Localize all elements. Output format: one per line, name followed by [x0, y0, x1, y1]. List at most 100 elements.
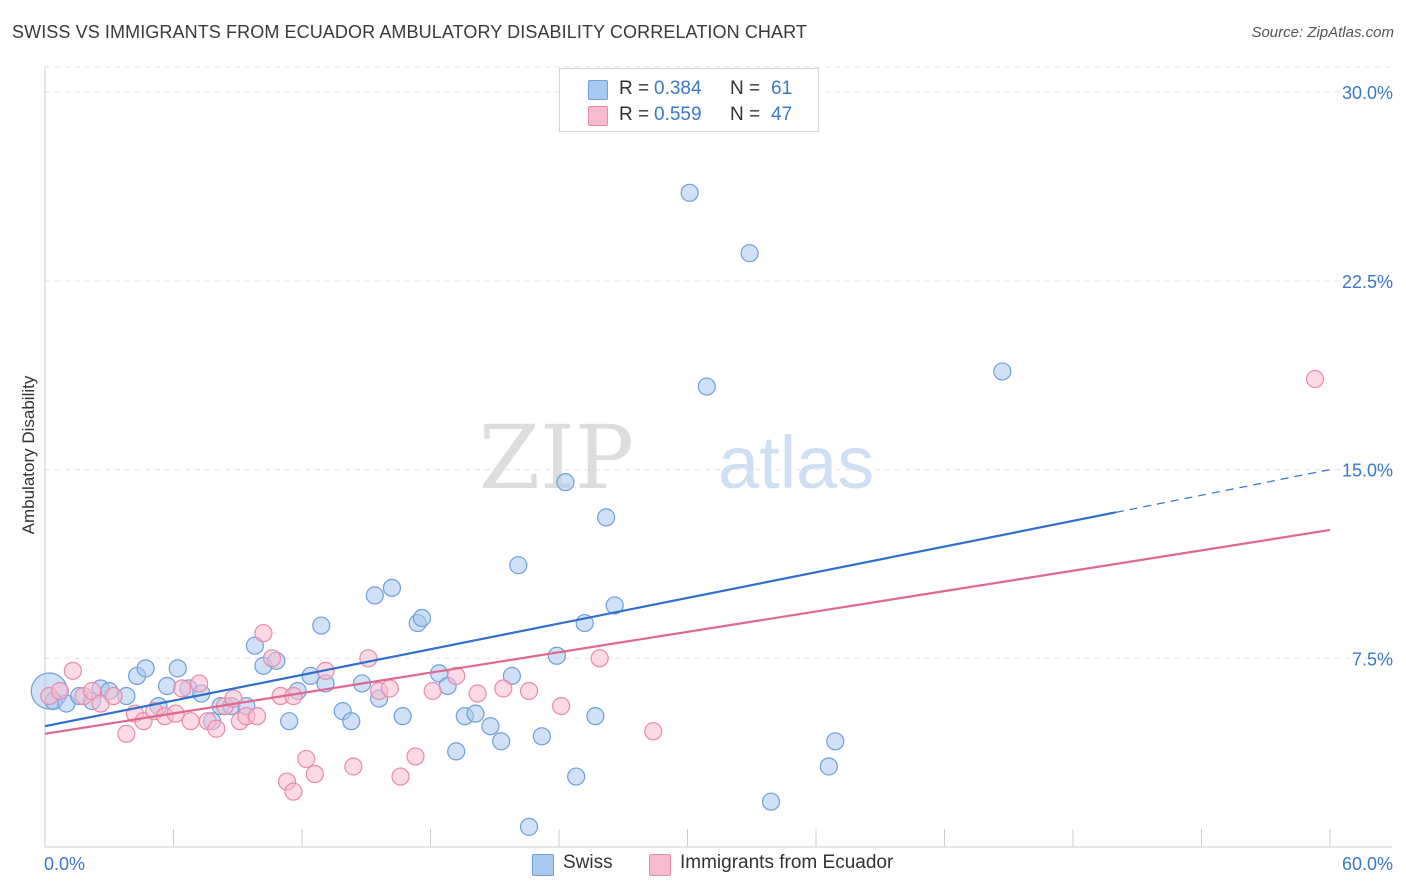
y-tick-label: 22.5% [1342, 272, 1393, 292]
swiss-point [761, 792, 781, 811]
ecuador-point [468, 684, 487, 703]
ecuador-point [104, 686, 123, 706]
trendline-swiss [44, 511, 1117, 728]
legend-n-swiss: 61 [771, 78, 793, 99]
swiss-point [393, 707, 412, 726]
legend-row-swiss: R = 0.384 N = 61 [588, 77, 808, 103]
watermark-zip: ZIP [479, 406, 634, 509]
swiss-point [502, 666, 521, 686]
ecuador-point [117, 724, 136, 743]
legend-n-label: N = [730, 104, 761, 125]
x-axis-ticks [44, 829, 1331, 847]
ecuador-point [447, 666, 466, 686]
watermark: ZIP atlas [479, 406, 874, 509]
y-tick-label: 7.5% [1352, 649, 1393, 669]
watermark-atlas: atlas [718, 421, 874, 504]
swiss-point [586, 707, 605, 726]
y-tick-label: 15.0% [1342, 461, 1393, 481]
swiss-point [312, 616, 331, 635]
legend-n-ecuador: 47 [771, 104, 793, 125]
ecuador-point [1305, 369, 1325, 389]
bottom-legend-label-ecuador: Immigrants from Ecuador [680, 852, 894, 873]
legend-swatch-swiss [588, 80, 608, 100]
y-axis-label: Ambulatory Disability [19, 375, 38, 535]
ecuador-point [344, 757, 363, 776]
swiss-point [509, 556, 528, 575]
y-axis-tick-labels: 7.5% 15.0% 22.5% 30.0% [1342, 83, 1393, 669]
ecuador-point [494, 679, 513, 698]
legend-swatch-ecuador [588, 106, 608, 126]
trendline-swiss-extension [1115, 468, 1331, 513]
swiss-point [447, 742, 466, 761]
trendline-ecuador [44, 528, 1331, 735]
x-tick-label-max: 60.0% [1342, 854, 1393, 874]
bottom-legend-swatch-swiss [532, 854, 554, 876]
swiss-point [365, 586, 384, 605]
ecuador-point [519, 681, 539, 701]
legend-r-swiss: 0.384 [654, 78, 702, 99]
ecuador-point [380, 679, 399, 698]
bottom-legend-label-swiss: Swiss [563, 852, 613, 873]
ecuador-point [83, 681, 102, 701]
ecuador-point [423, 681, 442, 701]
swiss-point [826, 732, 845, 751]
swiss-point [993, 362, 1012, 381]
swiss-point [481, 717, 500, 736]
swiss-point [819, 757, 838, 776]
bottom-legend-ecuador: Immigrants from Ecuador [649, 852, 919, 876]
ecuador-point [50, 681, 70, 701]
swiss-point [680, 183, 699, 202]
swiss-point [492, 732, 511, 751]
ecuador-point [207, 719, 226, 738]
ecuador-point [590, 649, 609, 668]
ecuador-point [190, 674, 209, 693]
ecuador-point [254, 624, 273, 643]
ecuador-point [406, 747, 425, 766]
ecuador-point [359, 649, 378, 668]
y-tick-label: 30.0% [1342, 83, 1393, 103]
swiss-point [547, 646, 566, 665]
source-credit: Source: ZipAtlas.com [1251, 24, 1394, 41]
swiss-point [466, 704, 485, 723]
series-swiss [30, 183, 1012, 836]
chart-title: SWISS VS IMMIGRANTS FROM ECUADOR AMBULAT… [12, 22, 807, 42]
legend-row-ecuador: R = 0.559 N = 47 [588, 103, 808, 129]
x-tick-label-min: 0.0% [44, 854, 85, 874]
ecuador-point [391, 767, 410, 786]
ecuador-point [181, 712, 200, 731]
swiss-point [412, 608, 432, 628]
swiss-point [605, 596, 624, 615]
ecuador-point [172, 679, 192, 698]
swiss-point [342, 712, 361, 731]
swiss-point [740, 244, 759, 263]
swiss-point [382, 578, 402, 597]
swiss-point [532, 727, 551, 746]
axes [44, 67, 1392, 848]
ecuador-point [644, 722, 663, 741]
swiss-point [168, 659, 187, 678]
ecuador-point [297, 749, 316, 769]
legend-r-ecuador: 0.559 [654, 104, 702, 125]
ecuador-point [305, 764, 324, 784]
ecuador-point [63, 661, 82, 680]
ecuador-point [284, 782, 303, 801]
correlation-legend: R = 0.384 N = 61 R = 0.559 N = 47 [559, 68, 819, 132]
swiss-point [597, 508, 616, 527]
legend-r-label: R = [619, 78, 650, 99]
ecuador-point [262, 649, 282, 668]
legend-r-label: R = [619, 104, 650, 125]
swiss-point [280, 712, 299, 731]
swiss-point [157, 676, 177, 696]
bottom-legend-swiss: Swiss [532, 852, 632, 876]
swiss-point [567, 767, 586, 786]
swiss-point [556, 473, 575, 492]
ecuador-point [247, 707, 267, 726]
grid-lines [45, 66, 1392, 659]
bottom-legend-swatch-ecuador [649, 854, 671, 876]
legend-n-label: N = [730, 78, 761, 99]
swiss-point [136, 659, 155, 678]
series-ecuador [40, 369, 1325, 801]
swiss-point [245, 636, 264, 655]
ecuador-point [552, 696, 571, 716]
